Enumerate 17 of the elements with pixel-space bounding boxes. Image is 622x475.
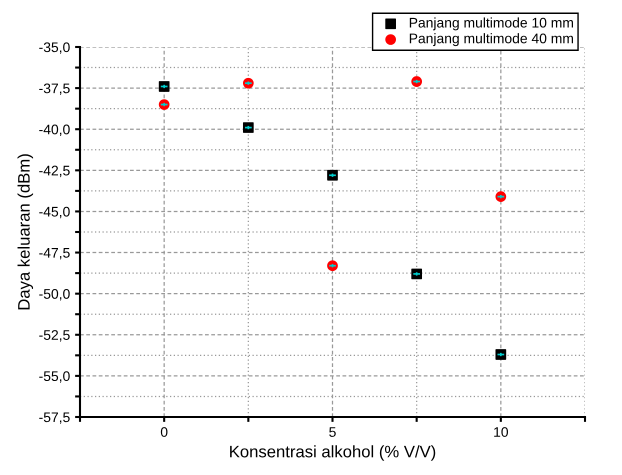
y-tick-label: -55,0 xyxy=(39,371,70,383)
x-tick-label: 10 xyxy=(494,427,508,437)
y-tick-label: -45,0 xyxy=(39,206,70,218)
legend-label: Panjang multimode 10 mm xyxy=(410,17,573,30)
y-tick-label: -47,5 xyxy=(39,248,70,260)
y-tick-label: -57,5 xyxy=(39,412,70,424)
legend-label: Panjang multimode 40 mm xyxy=(410,33,573,46)
y-tick-label: -52,5 xyxy=(39,330,70,342)
y-tick-label: -42,5 xyxy=(39,166,70,178)
x-axis-title: Konsentrasi alkohol (% V/V) xyxy=(230,445,436,461)
x-tick-label: 0 xyxy=(160,427,168,437)
y-tick-label: -50,0 xyxy=(39,289,70,300)
x-tick-label: 5 xyxy=(329,427,336,437)
y-axis-title: Daya keluaran (dBm) xyxy=(18,154,34,310)
y-tick-label: -35,0 xyxy=(39,42,70,54)
y-tick-label: -40,0 xyxy=(39,124,70,136)
y-tick-label: -37,5 xyxy=(39,83,70,95)
